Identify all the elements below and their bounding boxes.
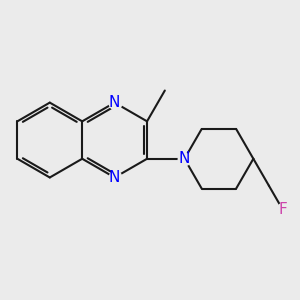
Text: F: F xyxy=(278,202,287,217)
Text: N: N xyxy=(109,170,120,185)
Text: N: N xyxy=(179,151,190,166)
Text: N: N xyxy=(109,95,120,110)
